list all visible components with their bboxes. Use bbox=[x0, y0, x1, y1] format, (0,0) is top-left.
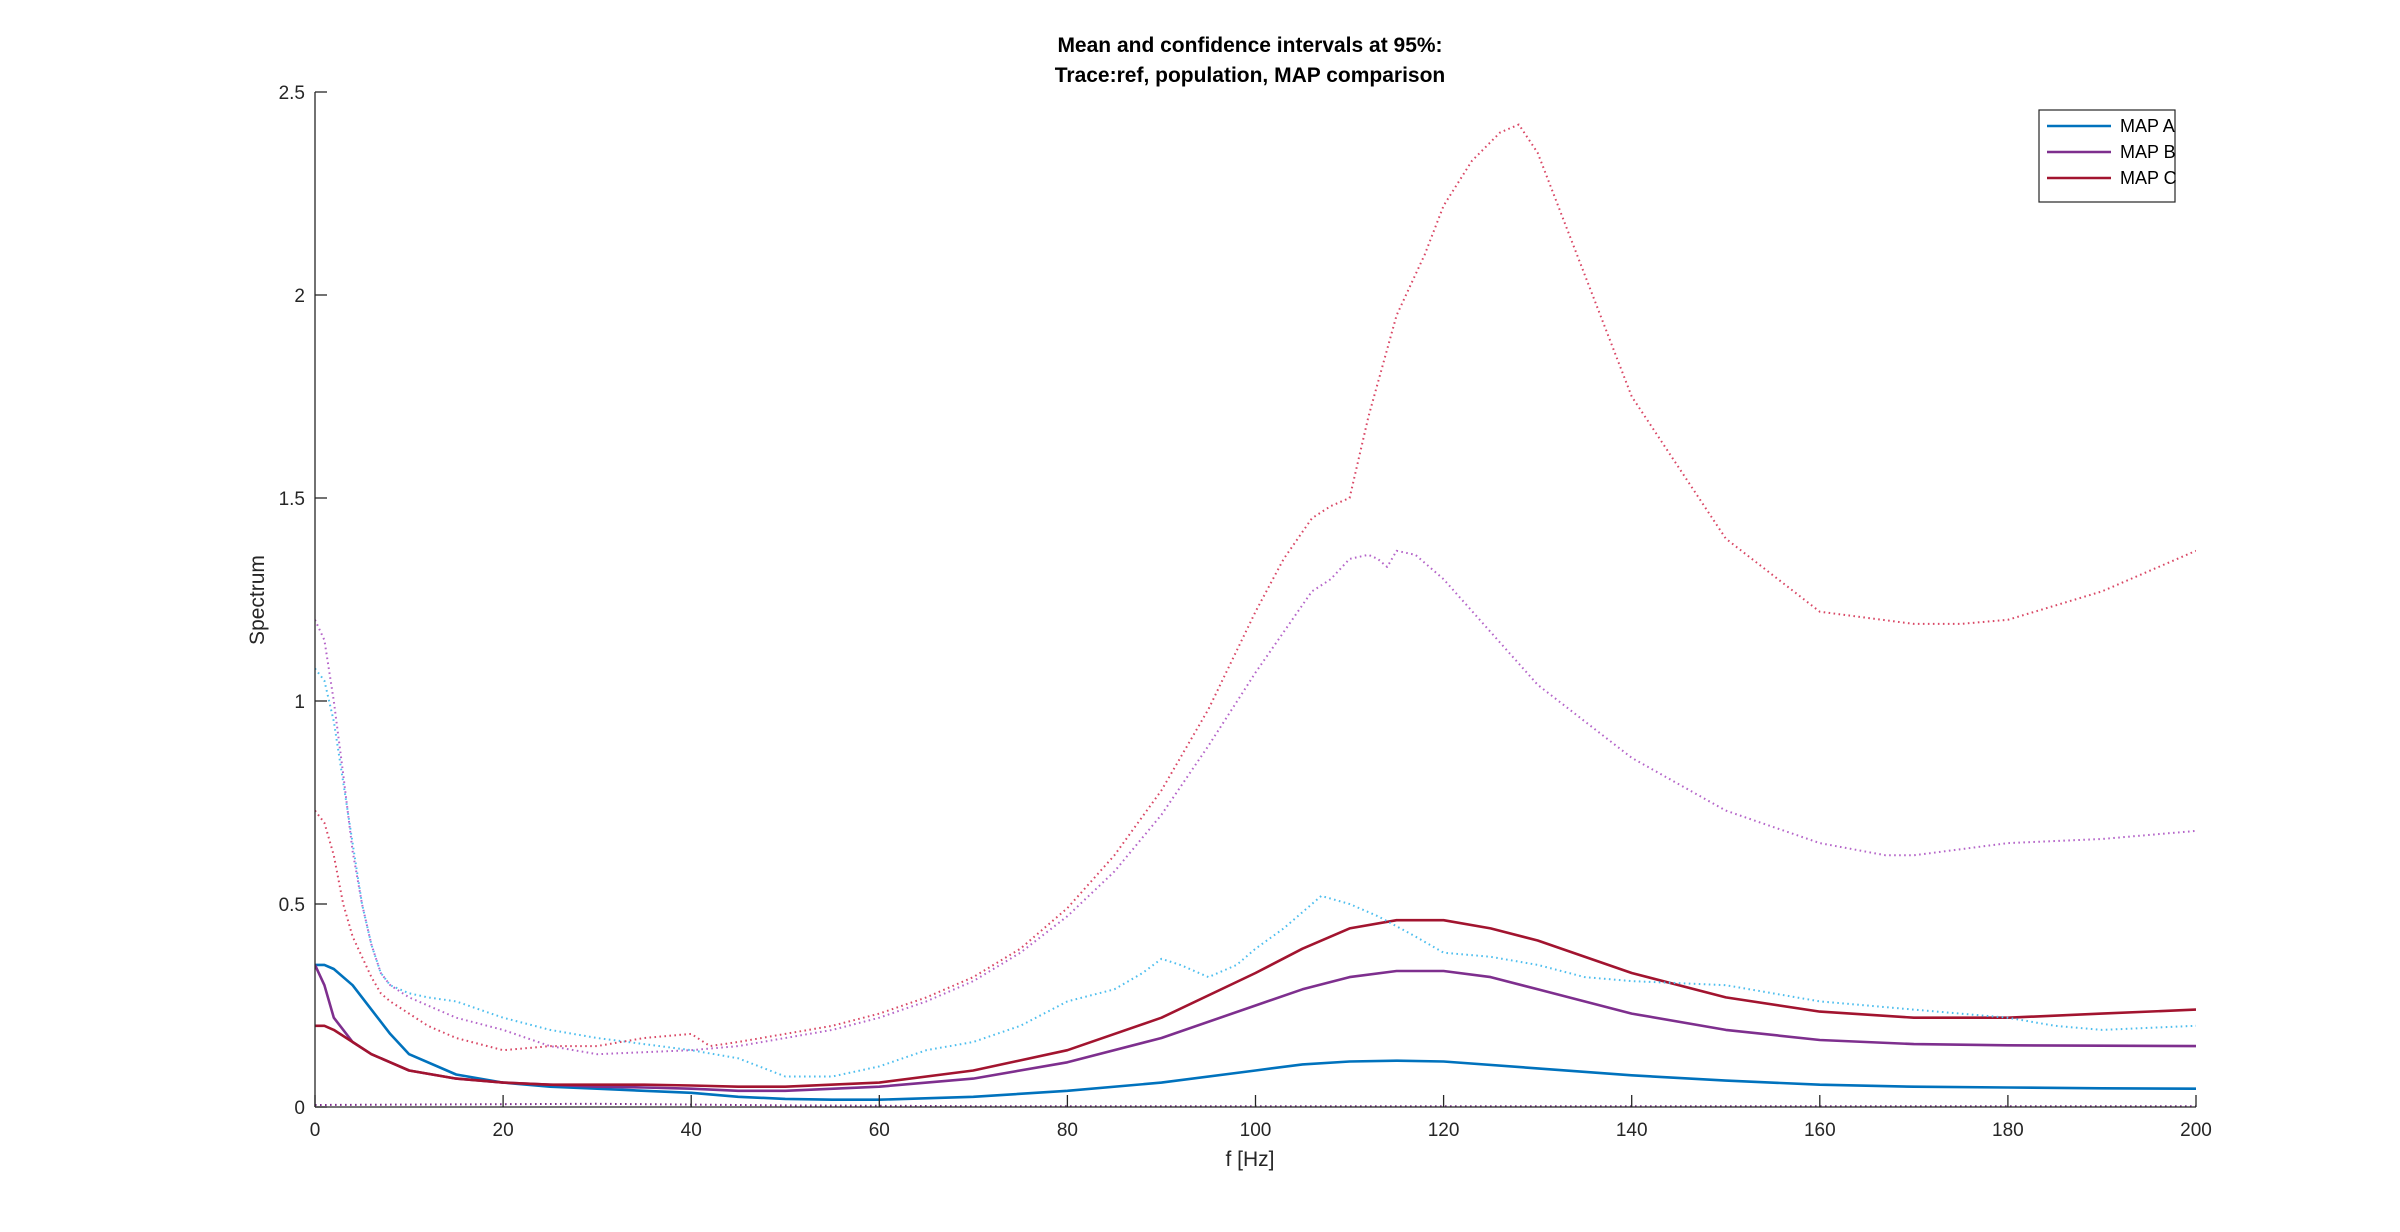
series-group bbox=[315, 123, 2196, 1107]
series-line-ci-3 bbox=[315, 667, 2196, 1078]
y-axis-label: Spectrum bbox=[246, 555, 269, 645]
legend-label: MAP A bbox=[2120, 116, 2175, 136]
x-tick-label: 180 bbox=[1992, 1120, 2024, 1141]
y-tick-label: 2 bbox=[294, 286, 305, 307]
chart-title-line-1: Mean and confidence intervals at 95%: bbox=[1057, 34, 1442, 57]
x-tick-label: 0 bbox=[310, 1120, 321, 1141]
y-tick-label: 1.5 bbox=[279, 489, 305, 510]
x-tick-label: 60 bbox=[869, 1120, 890, 1141]
legend-label: MAP C bbox=[2120, 168, 2177, 188]
x-tick-label: 40 bbox=[681, 1120, 702, 1141]
x-tick-label: 140 bbox=[1616, 1120, 1648, 1141]
y-tick-label: 1 bbox=[294, 692, 305, 713]
plot-area: 0 20 40 60 80 100 120 140 160 180 200 0 0.5 1 1.5 2 2.5 bbox=[279, 83, 2212, 1141]
x-tick-label: 100 bbox=[1240, 1120, 1272, 1141]
series-line-map-a bbox=[315, 963, 2196, 1101]
x-axis-label: f [Hz] bbox=[1225, 1148, 1274, 1171]
legend: MAP A MAP B MAP C bbox=[2038, 109, 2177, 203]
y-tick-label: 0 bbox=[294, 1098, 305, 1119]
y-tick-label: 0.5 bbox=[279, 895, 305, 916]
series-line-ci-5 bbox=[315, 123, 2196, 1052]
x-tick-label: 20 bbox=[493, 1120, 514, 1141]
series-line-map-b bbox=[315, 964, 2196, 1093]
x-tick-label: 80 bbox=[1057, 1120, 1078, 1141]
chart-title-line-2: Trace:ref, population, MAP comparison bbox=[1055, 64, 1446, 87]
series-line-ci-4 bbox=[315, 549, 2196, 1056]
legend-label: MAP B bbox=[2120, 142, 2176, 162]
series-line-map-c bbox=[315, 918, 2196, 1088]
x-tick-label: 120 bbox=[1428, 1120, 1460, 1141]
x-tick-label: 160 bbox=[1804, 1120, 1836, 1141]
x-tick-label: 200 bbox=[2180, 1120, 2212, 1141]
y-tick-label: 2.5 bbox=[279, 83, 305, 104]
